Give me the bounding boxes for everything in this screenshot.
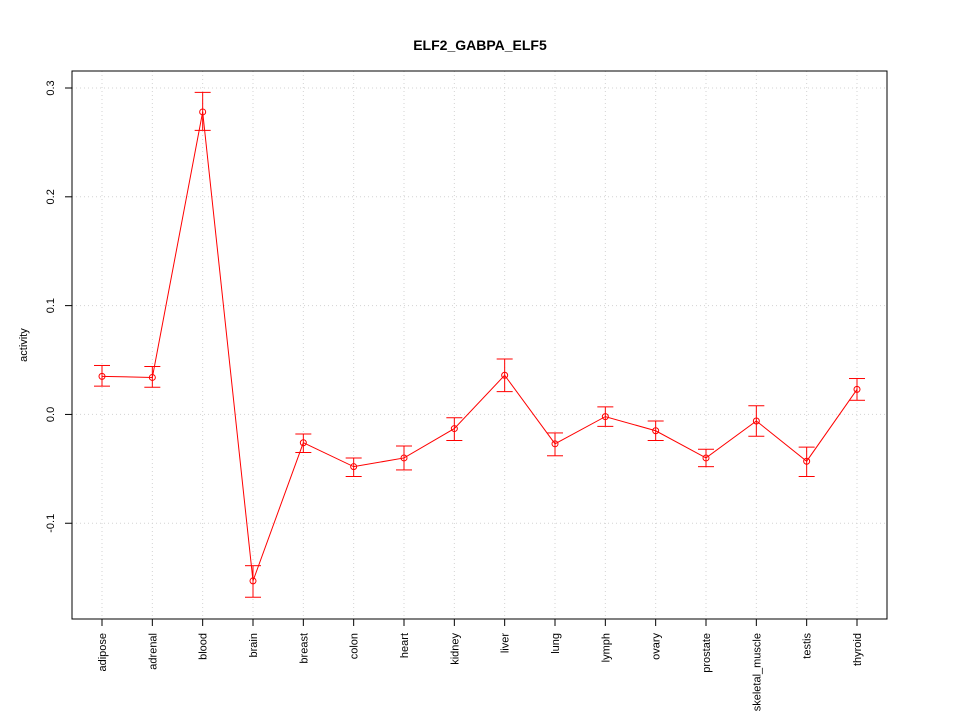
data-point <box>299 439 307 447</box>
x-tick-label: lymph <box>600 633 612 662</box>
x-tick-label: thyroid <box>852 633 864 666</box>
data-point <box>551 440 559 448</box>
data-point <box>501 371 509 379</box>
data-point <box>652 427 660 435</box>
x-tick-label: breast <box>298 633 310 664</box>
x-tick-label: colon <box>349 633 361 659</box>
x-tick-label: liver <box>500 633 512 654</box>
y-tick-label: 0.1 <box>45 298 57 313</box>
grid <box>72 71 887 619</box>
y-axis-label: activity <box>18 328 30 362</box>
series-activity <box>94 91 865 598</box>
data-point <box>400 454 408 462</box>
x-tick-label: prostate <box>701 633 713 673</box>
x-tick-label: testis <box>802 633 814 659</box>
x-tick-label: heart <box>399 633 411 658</box>
series-line <box>101 111 858 582</box>
axes: -0.1 0.0 0.1 0.2 0.3 adipose adrenal blood brain… <box>45 80 864 711</box>
data-point <box>199 108 207 116</box>
data-point <box>249 577 257 585</box>
plot-area-frame <box>71 70 888 620</box>
data-point <box>803 457 811 465</box>
chart-title: ELF2_GABPA_ELF5 <box>413 37 547 53</box>
x-tick-label: kidney <box>449 633 461 665</box>
data-point <box>350 463 358 471</box>
data-point <box>702 454 710 462</box>
x-tick-label: brain <box>248 633 260 657</box>
y-tick-label: 0.2 <box>45 189 57 204</box>
data-point <box>601 413 609 421</box>
x-tick-label: ovary <box>651 633 663 660</box>
x-tick-label: adrenal <box>147 633 159 670</box>
y-tick-label: 0.3 <box>45 80 57 95</box>
y-tick-label: -0.1 <box>45 514 57 533</box>
y-tick-label: 0.0 <box>45 407 57 422</box>
x-tick-label: lung <box>550 633 562 654</box>
data-point <box>752 417 760 425</box>
data-point <box>450 425 458 433</box>
x-tick-label: blood <box>198 633 210 660</box>
x-tick-label: skeletal_muscle <box>751 633 763 711</box>
data-point <box>98 372 106 380</box>
data-point <box>853 385 861 393</box>
data-point <box>148 373 156 381</box>
x-tick-label: adipose <box>97 633 109 672</box>
